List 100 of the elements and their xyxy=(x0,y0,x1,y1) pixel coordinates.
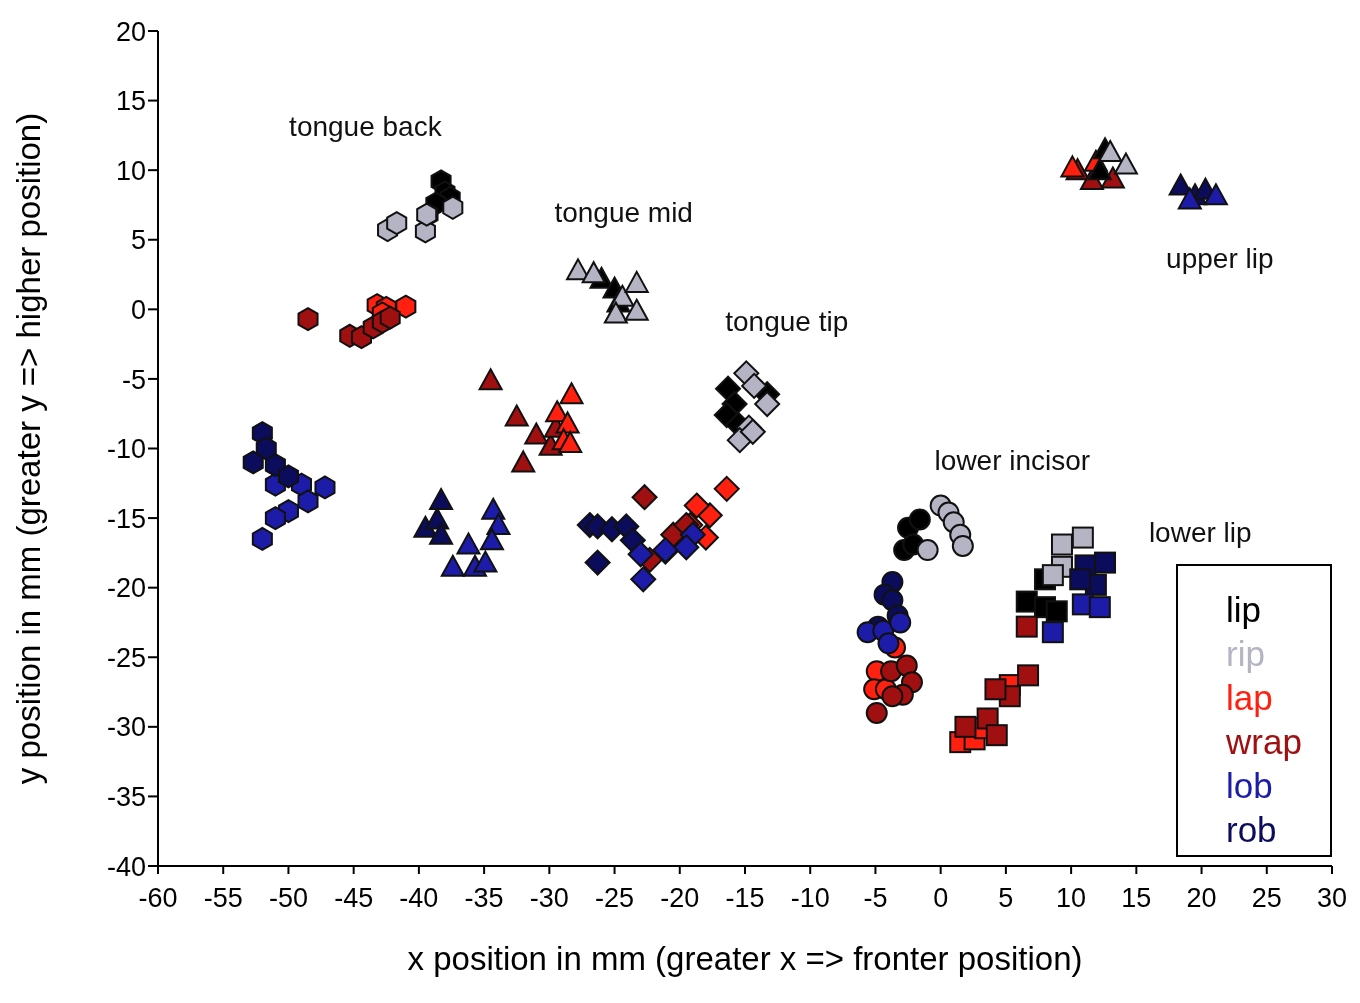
annotation: tongue tip xyxy=(725,305,849,337)
point xyxy=(1177,187,1202,210)
annotation: tongue back xyxy=(289,110,443,142)
point xyxy=(386,211,408,236)
point xyxy=(379,305,401,330)
text: lob xyxy=(1226,765,1274,807)
point xyxy=(395,294,417,319)
y-tick-label: -20 xyxy=(106,573,146,604)
point xyxy=(889,611,912,634)
point xyxy=(1045,600,1068,623)
point xyxy=(251,526,273,551)
point xyxy=(429,487,454,510)
point xyxy=(683,492,710,519)
x-axis-title: x position in mm (greater x => fronter position) xyxy=(407,940,1083,977)
x-tick-label: 15 xyxy=(1121,883,1152,914)
y-tick-label: 20 xyxy=(115,16,146,47)
x-tick-label: -30 xyxy=(529,883,569,914)
point xyxy=(951,534,974,557)
y-tick-label: 5 xyxy=(130,225,146,256)
x-tick-label: -15 xyxy=(725,883,765,914)
point xyxy=(673,534,700,561)
point xyxy=(1098,140,1123,163)
point xyxy=(624,270,649,293)
x-tick-label: 25 xyxy=(1251,883,1282,914)
point xyxy=(865,701,888,724)
point xyxy=(504,404,529,427)
point xyxy=(713,475,740,502)
text: wrap xyxy=(1226,721,1303,763)
x-tick-label: -35 xyxy=(464,883,504,914)
y-tick-label: -25 xyxy=(106,642,146,673)
point xyxy=(1015,615,1038,638)
point xyxy=(1088,596,1111,619)
x-tick-label: -60 xyxy=(138,883,178,914)
point xyxy=(1094,551,1117,574)
annotation: tongue mid xyxy=(554,197,693,229)
point xyxy=(754,390,781,417)
point xyxy=(881,685,904,708)
x-tick-label: 20 xyxy=(1186,883,1217,914)
point xyxy=(985,724,1008,747)
point xyxy=(908,508,931,531)
point xyxy=(1041,564,1064,587)
point xyxy=(1050,533,1073,556)
x-tick-label: 10 xyxy=(1056,883,1087,914)
point xyxy=(297,489,319,514)
x-tick-label: 5 xyxy=(998,883,1014,914)
x-tick-label: -55 xyxy=(203,883,243,914)
point xyxy=(1060,155,1085,178)
point xyxy=(456,532,481,555)
point xyxy=(630,566,657,593)
point xyxy=(314,475,336,500)
x-tick-label: -5 xyxy=(863,883,888,914)
point xyxy=(877,632,900,655)
y-axis-title: y position in mm (greater y => higher position) xyxy=(9,112,47,785)
point xyxy=(581,261,606,284)
point xyxy=(277,464,299,489)
y-tick-label: -35 xyxy=(106,782,146,812)
y-tick-label: -15 xyxy=(106,503,146,534)
text: rip xyxy=(1226,633,1266,675)
annotation: lower incisor xyxy=(934,444,1091,476)
x-tick-label: -20 xyxy=(660,883,700,914)
point xyxy=(1113,152,1138,175)
point xyxy=(984,678,1007,701)
point xyxy=(511,450,536,473)
point xyxy=(624,298,649,321)
x-tick-label: -10 xyxy=(790,883,830,914)
point xyxy=(610,284,635,307)
point xyxy=(440,554,465,577)
point xyxy=(631,484,658,511)
point xyxy=(584,549,611,576)
x-tick-label: 30 xyxy=(1316,883,1348,914)
point xyxy=(473,550,498,573)
point xyxy=(603,301,628,324)
text: lap xyxy=(1226,677,1274,719)
x-tick-label: -40 xyxy=(399,883,439,914)
y-tick-label: 15 xyxy=(115,86,146,117)
x-tick-label: -45 xyxy=(334,883,374,914)
point xyxy=(1071,526,1094,549)
x-tick-label: -50 xyxy=(268,883,308,914)
point xyxy=(264,506,286,531)
text: rob xyxy=(1226,809,1278,851)
y-tick-label: 0 xyxy=(130,294,146,325)
point xyxy=(429,522,454,545)
point xyxy=(478,368,503,391)
point xyxy=(1041,621,1064,644)
point xyxy=(297,307,319,332)
y-tick-label: -40 xyxy=(106,851,146,882)
text: lip xyxy=(1226,589,1263,631)
point xyxy=(558,430,583,453)
point xyxy=(1017,664,1040,687)
point xyxy=(1087,158,1112,181)
point xyxy=(442,195,464,220)
point xyxy=(1203,183,1228,206)
point xyxy=(954,715,977,738)
point xyxy=(479,528,504,551)
x-tick-label: -25 xyxy=(595,883,635,914)
y-tick-label: -30 xyxy=(106,712,146,743)
x-tick-label: 0 xyxy=(933,883,949,914)
y-tick-label: -5 xyxy=(121,364,146,395)
point xyxy=(1069,568,1092,591)
point xyxy=(559,382,584,405)
